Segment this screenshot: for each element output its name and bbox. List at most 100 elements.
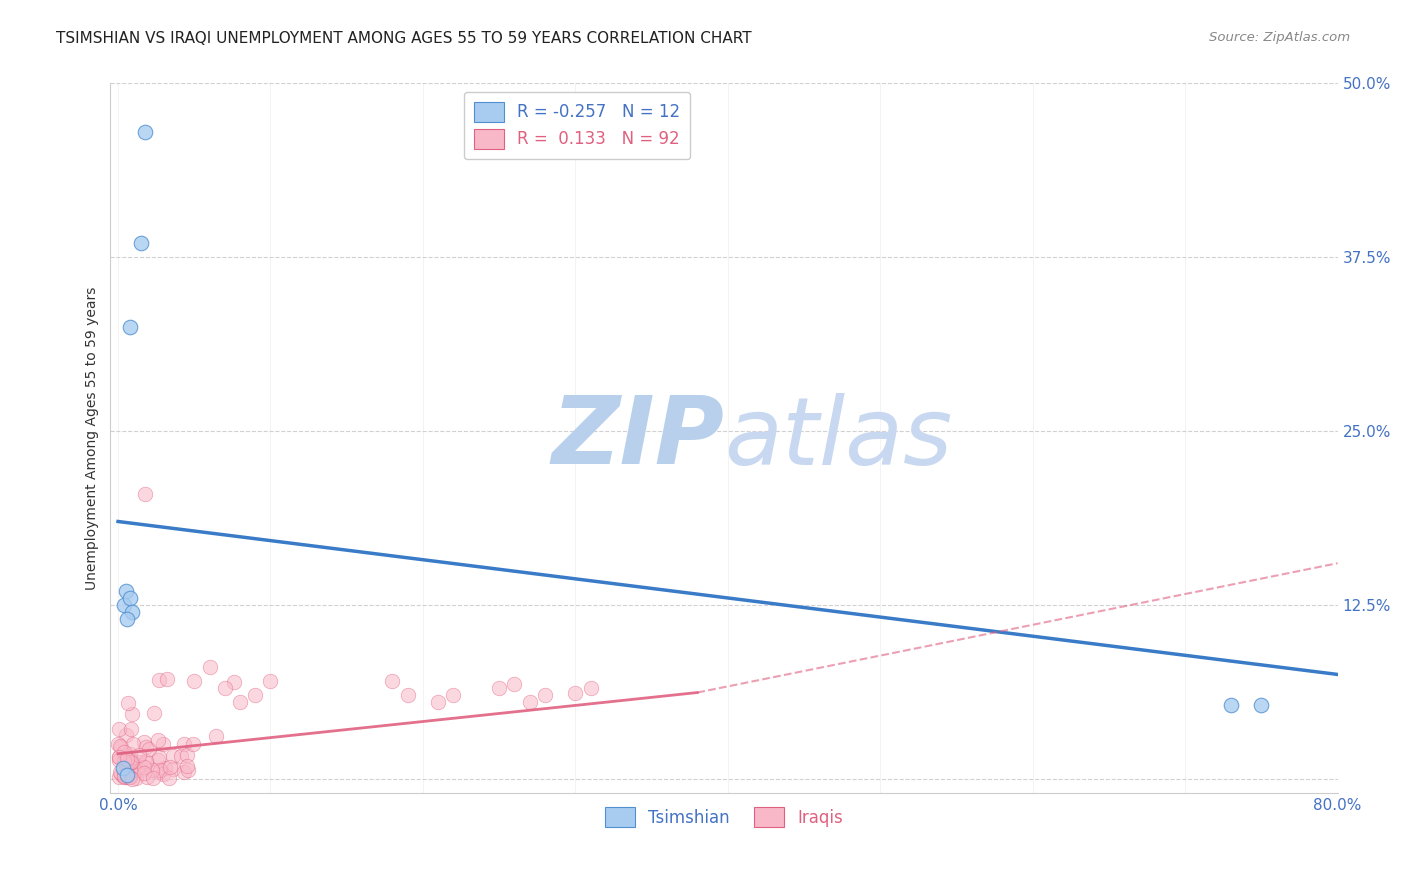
Point	[503, 677, 526, 691]
Point	[579, 681, 602, 696]
Point	[176, 759, 198, 773]
Point	[146, 753, 169, 767]
Point	[121, 707, 143, 722]
Point	[141, 763, 163, 777]
Point	[121, 755, 143, 769]
Point	[396, 688, 419, 702]
Point	[129, 236, 152, 251]
Point	[148, 750, 170, 764]
Point	[564, 685, 586, 699]
Point	[115, 612, 138, 626]
Point	[157, 771, 180, 785]
Point	[108, 770, 131, 784]
Point	[229, 695, 252, 709]
Text: atlas: atlas	[724, 392, 952, 483]
Point	[170, 749, 193, 764]
Point	[111, 761, 134, 775]
Point	[112, 598, 135, 612]
Point	[112, 754, 135, 768]
Point	[183, 674, 205, 689]
Point	[135, 739, 157, 754]
Point	[176, 748, 198, 763]
Point	[108, 739, 131, 754]
Point	[125, 763, 148, 777]
Point	[107, 738, 129, 752]
Point	[148, 765, 170, 780]
Point	[117, 696, 139, 710]
Point	[118, 754, 141, 768]
Point	[107, 753, 129, 767]
Point	[117, 764, 139, 778]
Point	[114, 584, 136, 599]
Point	[128, 756, 150, 770]
Point	[112, 769, 135, 783]
Legend: Tsimshian, Iraqis: Tsimshian, Iraqis	[598, 800, 851, 834]
Point	[259, 674, 281, 689]
Point	[118, 747, 141, 762]
Point	[135, 756, 157, 770]
Point	[115, 770, 138, 784]
Point	[134, 760, 156, 774]
Point	[110, 767, 132, 781]
Point	[134, 486, 156, 500]
Point	[148, 764, 170, 778]
Point	[120, 755, 142, 769]
Point	[121, 772, 143, 786]
Point	[125, 771, 148, 785]
Point	[115, 770, 138, 784]
Point	[245, 688, 267, 702]
Point	[108, 749, 131, 764]
Point	[122, 764, 145, 778]
Point	[134, 765, 156, 780]
Point	[135, 754, 157, 768]
Point	[534, 688, 557, 702]
Point	[181, 738, 204, 752]
Point	[120, 319, 142, 334]
Point	[118, 752, 141, 766]
Point	[118, 770, 141, 784]
Point	[121, 605, 143, 619]
Text: ZIP: ZIP	[551, 392, 724, 484]
Point	[108, 764, 131, 779]
Point	[135, 770, 157, 784]
Point	[1219, 698, 1241, 712]
Point	[115, 752, 138, 766]
Point	[1250, 698, 1272, 712]
Point	[156, 672, 179, 686]
Point	[120, 756, 142, 770]
Point	[114, 728, 136, 742]
Y-axis label: Unemployment Among Ages 55 to 59 years: Unemployment Among Ages 55 to 59 years	[86, 286, 100, 590]
Point	[488, 681, 510, 696]
Point	[204, 730, 226, 744]
Point	[118, 770, 141, 784]
Point	[120, 723, 142, 737]
Point	[519, 695, 541, 709]
Point	[110, 740, 132, 755]
Point	[142, 771, 165, 785]
Point	[162, 762, 184, 776]
Point	[198, 660, 221, 674]
Point	[128, 748, 150, 763]
Point	[112, 745, 135, 759]
Point	[148, 673, 170, 687]
Point	[138, 741, 160, 756]
Point	[153, 761, 176, 775]
Point	[173, 764, 195, 779]
Point	[441, 688, 464, 702]
Point	[427, 695, 450, 709]
Text: Source: ZipAtlas.com: Source: ZipAtlas.com	[1209, 31, 1350, 45]
Point	[134, 735, 156, 749]
Point	[159, 760, 181, 774]
Point	[120, 591, 142, 605]
Point	[112, 766, 135, 780]
Point	[129, 764, 152, 778]
Point	[115, 767, 138, 781]
Point	[148, 732, 170, 747]
Point	[177, 763, 200, 777]
Point	[152, 766, 174, 780]
Point	[134, 125, 156, 139]
Point	[152, 737, 174, 751]
Point	[173, 737, 195, 751]
Point	[381, 674, 404, 689]
Point	[112, 770, 135, 784]
